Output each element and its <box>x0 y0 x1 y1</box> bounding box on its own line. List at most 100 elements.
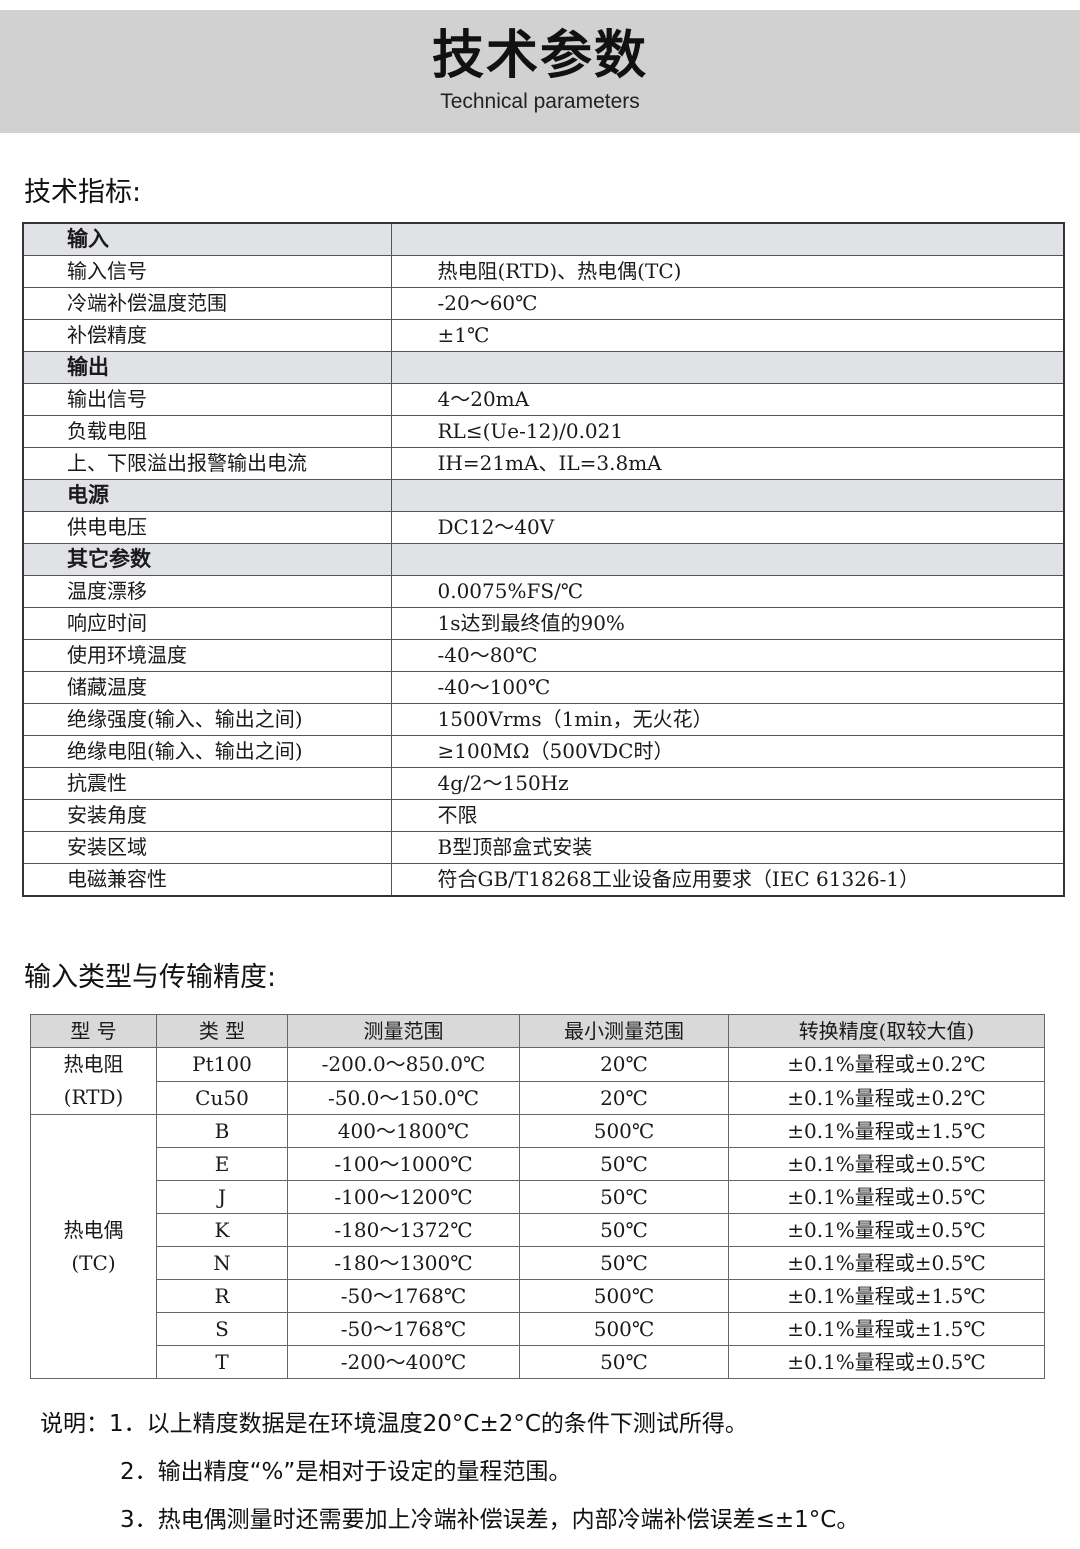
column-header: 最小测量范围 <box>519 1014 729 1048</box>
table-cell: ±0.1%量程或±0.5℃ <box>728 1246 1045 1280</box>
table-row: 输入信号 热电阻(RTD)、热电偶(TC) <box>22 255 1065 288</box>
table-cell: 50℃ <box>519 1246 729 1280</box>
spec-label: 绝缘电阻(输入、输出之间) <box>22 735 392 768</box>
table-header-row: 型 号类 型测量范围 最小测量范围 转换精度(取较大值) <box>30 1014 1045 1048</box>
table-row: 绝缘电阻(输入、输出之间) ≥100MΩ（500VDC时） <box>22 735 1065 768</box>
section-row: 输出 <box>22 351 1065 384</box>
table-cell: -200.0～850.0℃ <box>287 1047 520 1082</box>
note-item: 说明：1．以上精度数据是在环境温度20°C±2°C的条件下测试所得。 <box>40 1400 859 1448</box>
column-header: 型 号 <box>30 1014 157 1048</box>
table-cell: E <box>156 1147 288 1181</box>
group-cell: 热电偶 (TC) <box>30 1114 157 1379</box>
spec-label: 上、下限溢出报警输出电流 <box>22 447 392 480</box>
table-cell: ±0.1%量程或±0.2℃ <box>728 1047 1045 1082</box>
table-row: 热电阻 (RTD) Pt100 -200.0～850.0℃ 20℃ ±0.1%量程或±0.… <box>30 1047 1045 1115</box>
table-row: 上、下限溢出报警输出电流 IH=21mA、IL=3.8mA <box>22 447 1065 480</box>
spec-label: 绝缘强度(输入、输出之间) <box>22 703 392 736</box>
spec-label: 使用环境温度 <box>22 639 392 672</box>
table-row: 负载电阻 RL≤(Ue-12)/0.021 <box>22 415 1065 448</box>
spec-value: IH=21mA、IL=3.8mA <box>390 447 1065 480</box>
column-header: 转换精度(取较大值) <box>728 1014 1045 1048</box>
section-row: 其它参数 <box>22 543 1065 576</box>
column-header: 类 型 <box>156 1014 288 1048</box>
table-row: 热电偶 (TC) B 400～1800℃ 500℃ ±0.1%量程或±1.5℃ <box>30 1114 1045 1379</box>
table-row: 抗震性 4g/2～150Hz <box>22 767 1065 800</box>
table-cell: 50℃ <box>519 1345 729 1379</box>
table-cell: -180～1372℃ <box>287 1213 520 1247</box>
spec-value: B型顶部盒式安装 <box>390 831 1065 864</box>
table-cell: B <box>156 1114 288 1148</box>
spec-label: 补偿精度 <box>22 319 392 352</box>
table-row: R -50～1768℃ 500℃ ±0.1%量程或±1.5℃ <box>31 1279 1045 1313</box>
table-row: 绝缘强度(输入、输出之间) 1500Vrms（1min，无火花） <box>22 703 1065 736</box>
note-item: 3．热电偶测量时还需要加上冷端补偿误差，内部冷端补偿误差≤±1°C。 <box>120 1507 860 1533</box>
table-cell: 50℃ <box>519 1147 729 1181</box>
note-text: 1．以上精度数据是在环境温度20°C±2°C的条件下测试所得。 <box>109 1411 748 1437</box>
table-row: N -180～1300℃ 50℃ ±0.1%量程或±0.5℃ <box>31 1246 1045 1280</box>
table-cell: ±0.1%量程或±1.5℃ <box>728 1279 1045 1313</box>
table-row: 储藏温度 -40～100℃ <box>22 671 1065 704</box>
table-row: J -100～1200℃ 50℃ ±0.1%量程或±0.5℃ <box>31 1180 1045 1214</box>
table-cell: J <box>156 1180 288 1214</box>
table-row: 响应时间 1s达到最终值的90% <box>22 607 1065 640</box>
page-subtitle: Technical parameters <box>440 90 640 113</box>
spec-value: -20～60℃ <box>390 287 1065 320</box>
table-row: 安装区域 B型顶部盒式安装 <box>22 831 1065 864</box>
table-cell: T <box>156 1345 288 1379</box>
table-row: 补偿精度 ±1℃ <box>22 319 1065 352</box>
spec-label: 安装角度 <box>22 799 392 832</box>
table-cell: -50～1768℃ <box>287 1312 520 1346</box>
spec-label: 其它参数 <box>22 543 392 576</box>
table-cell: K <box>156 1213 288 1247</box>
spec-value: 4～20mA <box>390 383 1065 416</box>
group-sub: (TC) <box>71 1250 116 1275</box>
table-cell: ±0.1%量程或±0.2℃ <box>728 1080 1045 1115</box>
group-cell: 热电阻 (RTD) <box>30 1047 157 1115</box>
spec-value: ±1℃ <box>390 319 1065 352</box>
spec-value: 1500Vrms（1min，无火花） <box>390 703 1065 736</box>
notes-prefix: 说明： <box>40 1411 109 1437</box>
spec-value: 热电阻(RTD)、热电偶(TC) <box>390 255 1065 288</box>
table-row: 温度漂移 0.0075%FS/℃ <box>22 575 1065 608</box>
table-cell: -180～1300℃ <box>287 1246 520 1280</box>
group-name: 热电阻 <box>63 1052 124 1076</box>
notes: 说明：1．以上精度数据是在环境温度20°C±2°C的条件下测试所得。 2．输出精… <box>40 1400 859 1544</box>
note-item: 2．输出精度“%”是相对于设定的量程范围。 <box>120 1459 572 1485</box>
table-cell: ±0.1%量程或±0.5℃ <box>728 1213 1045 1247</box>
spec-heading: 技术指标: <box>24 177 142 208</box>
table-cell: S <box>156 1312 288 1346</box>
spec-value: 4g/2～150Hz <box>390 767 1065 800</box>
spec-label: 电源 <box>22 479 392 512</box>
table-row: K -180～1372℃ 50℃ ±0.1%量程或±0.5℃ <box>31 1213 1045 1247</box>
spec-label: 安装区域 <box>22 831 392 864</box>
table-cell: ±0.1%量程或±0.5℃ <box>728 1345 1045 1379</box>
table-row: 使用环境温度 -40～80℃ <box>22 639 1065 672</box>
table-row: E -100～1000℃ 50℃ ±0.1%量程或±0.5℃ <box>31 1147 1045 1181</box>
table-cell: -100～1200℃ <box>287 1180 520 1214</box>
table-cell: R <box>156 1279 288 1313</box>
spec-label: 冷端补偿温度范围 <box>22 287 392 320</box>
table-cell: Pt100 <box>156 1047 288 1082</box>
table-row: 安装角度 不限 <box>22 799 1065 832</box>
spec-label: 输入信号 <box>22 255 392 288</box>
spec-value: -40～80℃ <box>390 639 1065 672</box>
table-cell: 50℃ <box>519 1180 729 1214</box>
spec-value: 1s达到最终值的90% <box>390 607 1065 640</box>
spec-value <box>390 222 1065 256</box>
spec-value <box>390 543 1065 576</box>
spec-value: 不限 <box>390 799 1065 832</box>
group-sub: (RTD) <box>63 1085 124 1109</box>
table-cell: -50.0～150.0℃ <box>287 1080 520 1115</box>
spec-label: 供电电压 <box>22 511 392 544</box>
spec-value: ≥100MΩ（500VDC时） <box>390 735 1065 768</box>
table-row: 供电电压 DC12～40V <box>22 511 1065 544</box>
accuracy-table: 型 号类 型测量范围 最小测量范围 转换精度(取较大值) 热电阻 (RTD) Pt100… <box>30 1014 1045 1379</box>
table-cell: 20℃ <box>519 1080 729 1115</box>
table-row: Cu50 -50.0～150.0℃ 20℃ ±0.1%量程或±0.2℃ <box>31 1080 1045 1115</box>
table-cell: -100～1000℃ <box>287 1147 520 1181</box>
table-cell: ±0.1%量程或±1.5℃ <box>728 1312 1045 1346</box>
header-banner: 技术参数 Technical parameters <box>0 10 1080 133</box>
spec-label: 输出信号 <box>22 383 392 416</box>
spec-value <box>390 351 1065 384</box>
spec-label: 电磁兼容性 <box>22 863 392 897</box>
